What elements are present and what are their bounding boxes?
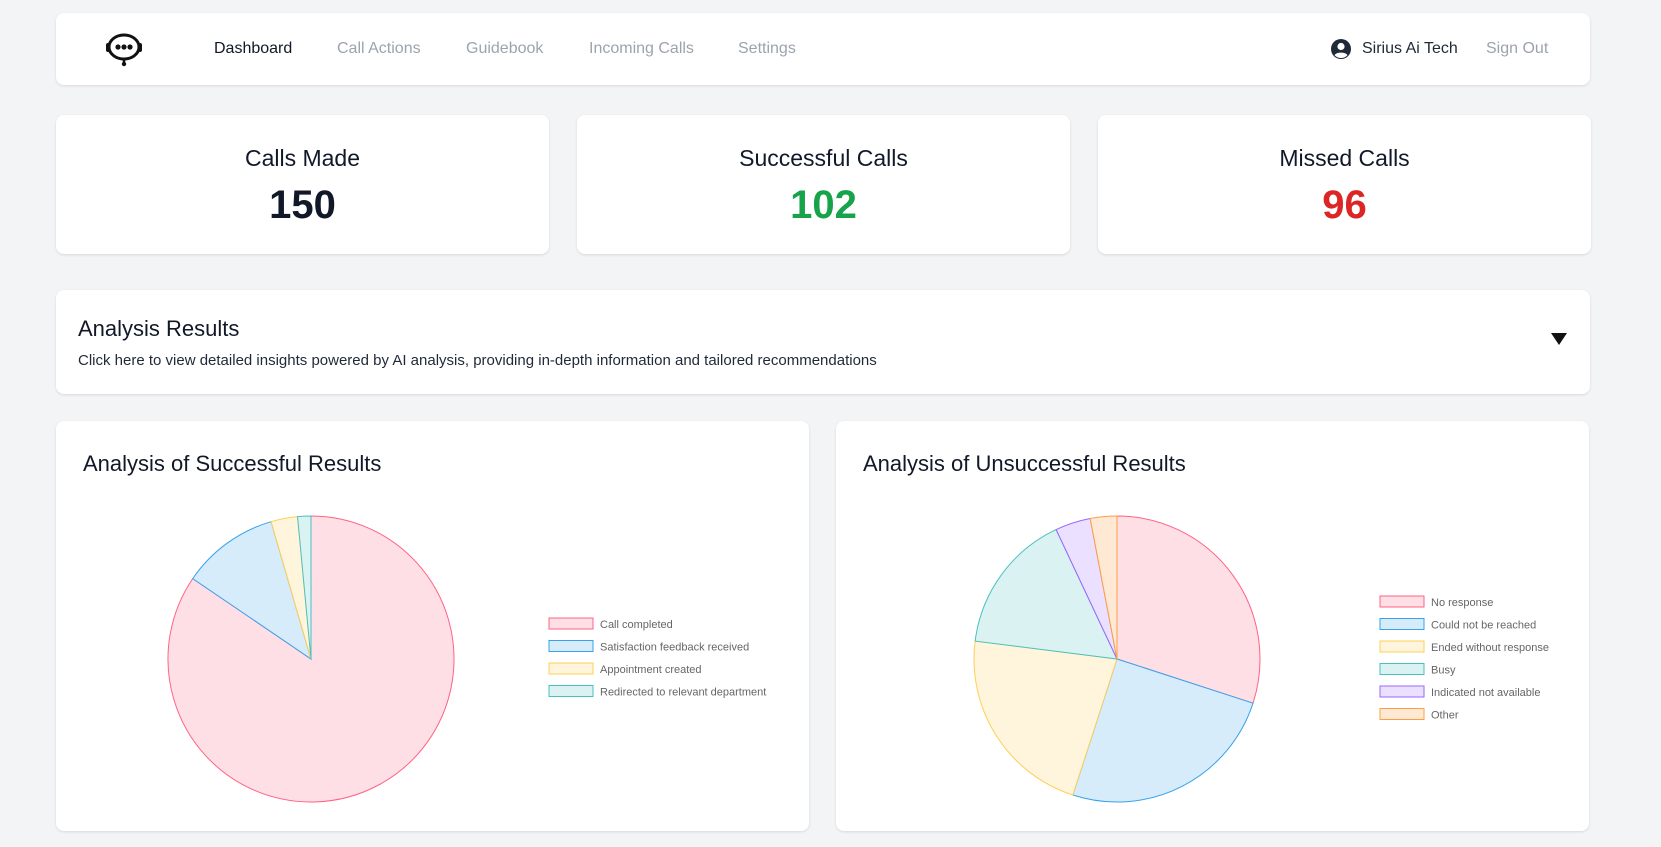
nav-settings[interactable]: Settings [738, 40, 796, 57]
stat-card-successful-calls: Successful Calls 102 [577, 115, 1070, 254]
pie-slice-no-response[interactable] [1116, 515, 1261, 704]
stat-value: 96 [1322, 183, 1367, 227]
user-circle-icon [1331, 39, 1351, 59]
chart-title: Analysis of Successful Results [83, 451, 382, 476]
stat-value: 150 [269, 183, 336, 227]
legend-swatch-satisfaction-feedback-received[interactable] [548, 640, 594, 652]
nav-call-actions[interactable]: Call Actions [337, 40, 421, 57]
legend-swatch-call-completed[interactable] [548, 617, 594, 630]
legend-label-satisfaction-feedback-received[interactable]: Satisfaction feedback received [600, 642, 749, 654]
legend-label-no-response[interactable]: No response [1431, 597, 1493, 609]
legend-swatch-other[interactable] [1379, 708, 1425, 720]
unsuccessful-results-pie-chart: No response Could not be reached Ended wit… [973, 515, 1549, 803]
pie-slice-other[interactable] [1089, 515, 1118, 660]
legend-label-could-not-be-reached[interactable]: Could not be reached [1431, 620, 1536, 632]
legend-label-call-completed[interactable]: Call completed [600, 619, 673, 631]
headset-robot-icon[interactable] [104, 31, 144, 67]
chart-card-successful-results: Analysis of Successful Results Call comp… [56, 421, 809, 831]
user-name: Sirius Ai Tech [1362, 40, 1458, 57]
legend-label-busy[interactable]: Busy [1431, 665, 1456, 677]
successful-results-pie-chart: Call completed Satisfaction feedback rece… [167, 515, 766, 803]
top-navbar: Dashboard Call Actions Guidebook Incomin… [56, 13, 1590, 85]
analysis-description: Click here to view detailed insights pow… [78, 352, 877, 369]
legend-label-indicated-not-available[interactable]: Indicated not available [1431, 687, 1540, 699]
sign-out-link[interactable]: Sign Out [1486, 40, 1549, 57]
legend-swatch-appointment-created[interactable] [548, 662, 594, 675]
nav-dashboard[interactable]: Dashboard [214, 40, 293, 57]
nav-guidebook[interactable]: Guidebook [466, 40, 544, 57]
legend-swatch-indicated-not-available[interactable] [1379, 685, 1425, 698]
pie-slice-could-not-be-reached[interactable] [1072, 658, 1254, 803]
pie-slice-busy[interactable] [974, 528, 1118, 660]
legend-swatch-redirected-to-relevant-department[interactable] [548, 685, 594, 697]
legend-swatch-busy[interactable] [1379, 663, 1425, 675]
stat-label: Calls Made [244, 145, 361, 171]
user-profile[interactable]: Sirius Ai Tech [1330, 13, 1458, 85]
analysis-title: Analysis Results [78, 316, 240, 341]
stat-card-missed-calls: Missed Calls 96 [1098, 115, 1591, 254]
chart-card-unsuccessful-results: Analysis of Unsuccessful Results No resp… [836, 421, 1589, 831]
legend-swatch-ended-without-response[interactable] [1379, 640, 1425, 653]
legend-swatch-no-response[interactable] [1379, 595, 1425, 608]
stat-label: Successful Calls [739, 145, 908, 171]
pie-slice-redirected-to-relevant-department[interactable] [296, 515, 312, 660]
chart-title: Analysis of Unsuccessful Results [863, 451, 1186, 476]
pie-slice-satisfaction-feedback-received[interactable] [192, 521, 312, 661]
legend-label-redirected-to-relevant-department[interactable]: Redirected to relevant department [600, 687, 766, 699]
analysis-results-accordion[interactable]: Analysis Results Click here to view deta… [56, 290, 1590, 394]
legend-swatch-could-not-be-reached[interactable] [1379, 618, 1425, 630]
legend-label-appointment-created[interactable]: Appointment created [600, 664, 702, 676]
stat-card-calls-made: Calls Made 150 [56, 115, 549, 254]
legend-label-ended-without-response[interactable]: Ended without response [1431, 642, 1549, 654]
nav-incoming-calls[interactable]: Incoming Calls [589, 40, 694, 57]
caret-down-icon[interactable] [1550, 332, 1568, 346]
stat-label: Missed Calls [1279, 145, 1410, 171]
legend-label-other[interactable]: Other [1431, 710, 1459, 722]
stat-value: 102 [790, 183, 857, 227]
pie-slice-ended-without-response[interactable] [973, 640, 1118, 796]
